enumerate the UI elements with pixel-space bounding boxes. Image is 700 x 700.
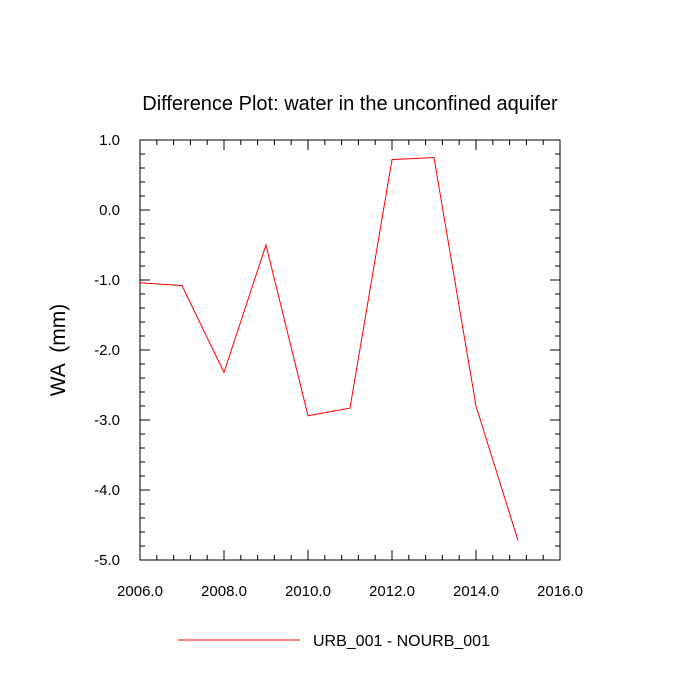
y-tick-label: 1.0 [99,132,120,149]
y-tick-label: -2.0 [94,342,120,359]
series-layer [139,156,519,541]
y-tick-label: -5.0 [94,552,120,569]
legend-label: URB_001 - NOURB_001 [313,633,490,650]
x-tick-label: 2006.0 [117,583,163,600]
plot-frame [139,139,561,561]
x-tick-label: 2014.0 [453,583,499,600]
y-tick-label: -3.0 [94,412,120,429]
ticks-layer [139,139,561,561]
y-tick-label: -1.0 [94,272,120,289]
chart-title: Difference Plot: water in the unconfined… [142,93,558,115]
series-line [139,156,519,541]
x-tick-label: 2012.0 [369,583,415,600]
tick-labels-layer: 2006.0 2008.0 2010.0 2012.0 2014.0 2016.0 1.0 0… [94,132,583,600]
x-tick-label: 2016.0 [537,583,583,600]
y-axis-title-group: WA (mm) [47,304,70,397]
x-tick-label: 2010.0 [285,583,331,600]
x-tick-label: 2008.0 [201,583,247,600]
y-tick-label: 0.0 [99,202,120,219]
y-tick-label: -4.0 [94,482,120,499]
legend: URB_001 - NOURB_001 [178,633,490,650]
y-axis-title: WA (mm) [47,304,70,397]
